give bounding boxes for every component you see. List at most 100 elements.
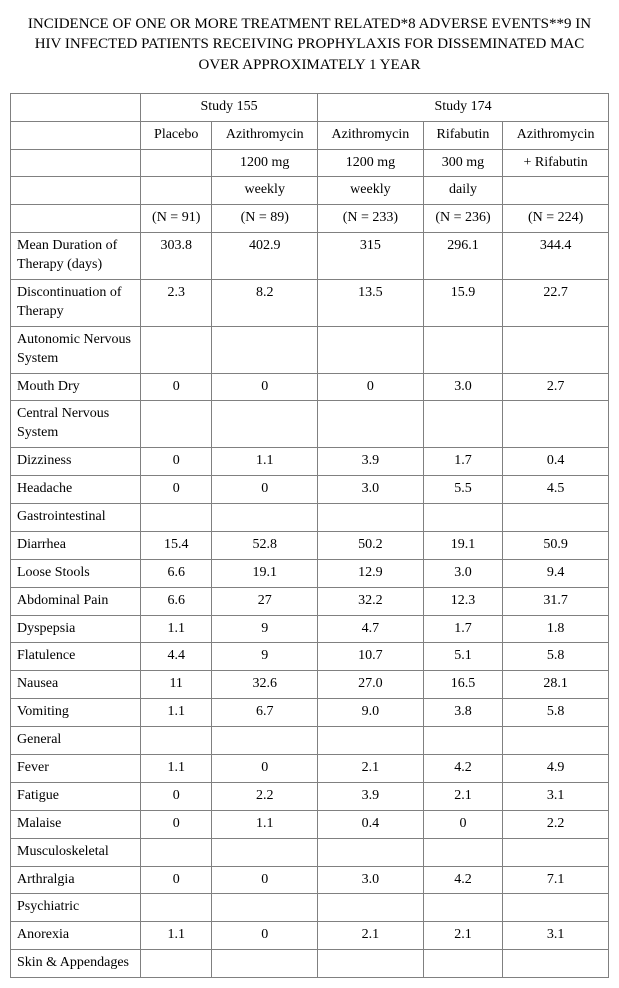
row-value-1	[212, 727, 318, 755]
row-value-0: 1.1	[141, 755, 212, 783]
row-value-0: 1.1	[141, 699, 212, 727]
row-value-4	[503, 950, 609, 978]
row-value-2: 9.0	[318, 699, 424, 727]
row-value-3: 3.8	[423, 699, 503, 727]
row-label: Nausea	[11, 671, 141, 699]
row-value-0	[141, 504, 212, 532]
row-value-2: 0	[318, 373, 424, 401]
row-value-0: 6.6	[141, 559, 212, 587]
dose-row: 1200 mg1200 mg300 mg+ Rifabutin	[11, 149, 609, 177]
row-value-2: 10.7	[318, 643, 424, 671]
row-value-4: 4.5	[503, 476, 609, 504]
col-header-1: weekly	[212, 177, 318, 205]
col-header-1: Azithromycin	[212, 121, 318, 149]
col-header-0	[141, 149, 212, 177]
row-value-3: 1.7	[423, 615, 503, 643]
col-header-4	[503, 177, 609, 205]
row-label: Dyspepsia	[11, 615, 141, 643]
row-value-2: 13.5	[318, 279, 424, 326]
row-value-2	[318, 401, 424, 448]
row-value-1: 0	[212, 866, 318, 894]
row-value-3	[423, 326, 503, 373]
row-value-1	[212, 838, 318, 866]
row-value-1: 6.7	[212, 699, 318, 727]
row-value-4: 2.2	[503, 810, 609, 838]
table-row: Loose Stools6.619.112.93.09.4	[11, 559, 609, 587]
col-header-3: Rifabutin	[423, 121, 503, 149]
row-value-3: 2.1	[423, 782, 503, 810]
arm-name-row: PlaceboAzithromycinAzithromycinRifabutin…	[11, 121, 609, 149]
col-header-2: weekly	[318, 177, 424, 205]
table-row: Dizziness01.13.91.70.4	[11, 448, 609, 476]
row-value-2: 0.4	[318, 810, 424, 838]
study-header-row: Study 155Study 174	[11, 93, 609, 121]
row-value-1: 19.1	[212, 559, 318, 587]
row-value-1	[212, 950, 318, 978]
row-value-4	[503, 504, 609, 532]
row-value-0: 303.8	[141, 233, 212, 280]
col-header-4: Azithromycin	[503, 121, 609, 149]
row-value-3: 1.7	[423, 448, 503, 476]
row-label: Malaise	[11, 810, 141, 838]
row-value-0: 1.1	[141, 615, 212, 643]
row-value-1: 1.1	[212, 810, 318, 838]
row-value-4: 9.4	[503, 559, 609, 587]
row-value-3: 4.2	[423, 755, 503, 783]
row-value-1: 0	[212, 755, 318, 783]
row-label: Mouth Dry	[11, 373, 141, 401]
row-value-4: 4.9	[503, 755, 609, 783]
table-row: Fatigue02.23.92.13.1	[11, 782, 609, 810]
row-value-1: 9	[212, 643, 318, 671]
table-row: Dyspepsia1.194.71.71.8	[11, 615, 609, 643]
row-value-4: 1.8	[503, 615, 609, 643]
row-value-0: 1.1	[141, 922, 212, 950]
row-label: Arthralgia	[11, 866, 141, 894]
row-value-3: 16.5	[423, 671, 503, 699]
table-row: Nausea1132.627.016.528.1	[11, 671, 609, 699]
row-value-4	[503, 894, 609, 922]
row-label: Headache	[11, 476, 141, 504]
row-value-2	[318, 326, 424, 373]
row-value-1: 0	[212, 922, 318, 950]
row-value-0	[141, 894, 212, 922]
table-row: Discontinuation of Therapy2.38.213.515.9…	[11, 279, 609, 326]
table-row: Fever1.102.14.24.9	[11, 755, 609, 783]
table-row: Musculoskeletal	[11, 838, 609, 866]
table-row: Malaise01.10.402.2	[11, 810, 609, 838]
row-value-1: 402.9	[212, 233, 318, 280]
table-row: Anorexia1.102.12.13.1	[11, 922, 609, 950]
col-header-3: 300 mg	[423, 149, 503, 177]
col-header-1: (N = 89)	[212, 205, 318, 233]
row-value-0: 2.3	[141, 279, 212, 326]
table-row: Gastrointestinal	[11, 504, 609, 532]
row-label: Anorexia	[11, 922, 141, 950]
row-value-0: 11	[141, 671, 212, 699]
row-value-2: 32.2	[318, 587, 424, 615]
row-value-0: 4.4	[141, 643, 212, 671]
blank-cell	[11, 149, 141, 177]
table-row: Mouth Dry0003.02.7	[11, 373, 609, 401]
row-value-2: 4.7	[318, 615, 424, 643]
table-row: Autonomic Nervous System	[11, 326, 609, 373]
blank-cell	[11, 177, 141, 205]
row-value-4: 2.7	[503, 373, 609, 401]
row-value-4	[503, 401, 609, 448]
row-value-3: 5.1	[423, 643, 503, 671]
row-value-3	[423, 401, 503, 448]
row-value-2	[318, 894, 424, 922]
table-row: Vomiting1.16.79.03.85.8	[11, 699, 609, 727]
row-value-4	[503, 727, 609, 755]
row-value-0: 0	[141, 448, 212, 476]
table-row: Mean Duration of Therapy (days)303.8402.…	[11, 233, 609, 280]
row-value-4	[503, 326, 609, 373]
row-value-0	[141, 401, 212, 448]
row-value-4: 0.4	[503, 448, 609, 476]
row-label: Vomiting	[11, 699, 141, 727]
row-label: Mean Duration of Therapy (days)	[11, 233, 141, 280]
row-value-3: 0	[423, 810, 503, 838]
row-value-3	[423, 838, 503, 866]
row-value-3: 5.5	[423, 476, 503, 504]
row-value-3	[423, 894, 503, 922]
col-header-0: (N = 91)	[141, 205, 212, 233]
col-header-2: 1200 mg	[318, 149, 424, 177]
